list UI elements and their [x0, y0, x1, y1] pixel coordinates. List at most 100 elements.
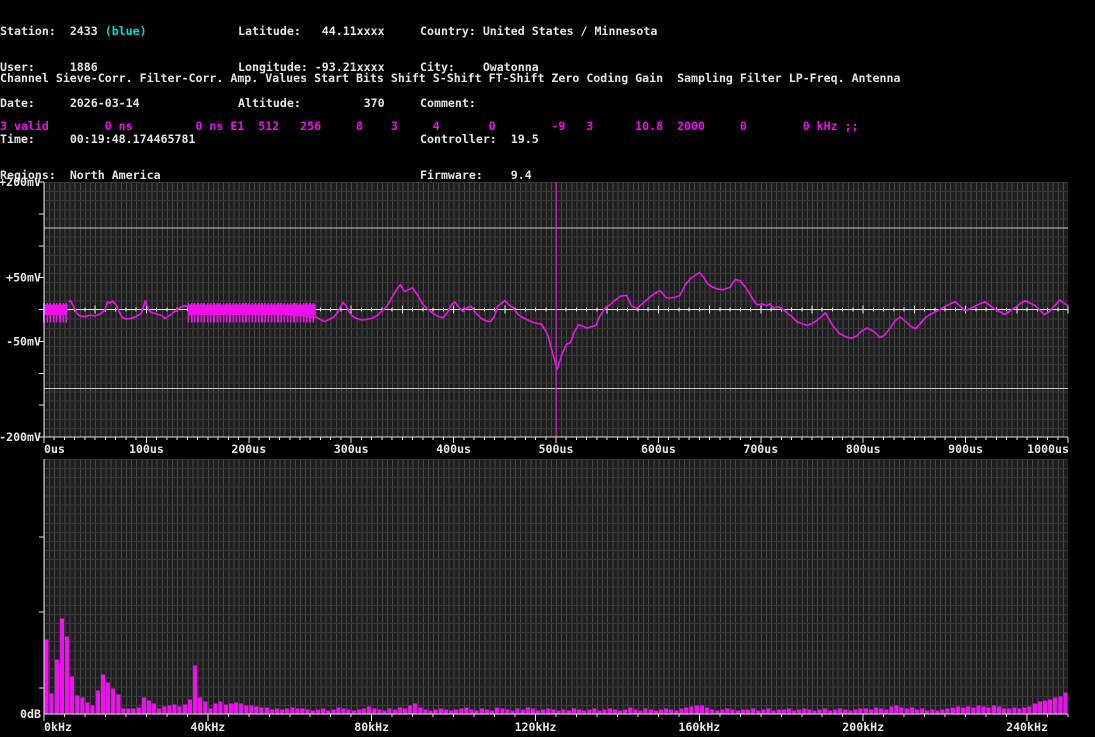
- spectrum-y-axis: 0dB: [20, 459, 45, 721]
- spectrum-bar: [853, 709, 858, 714]
- spectrum-bar: [484, 709, 489, 714]
- country-value: United States / Minnesota: [482, 24, 658, 38]
- spectrum-bar: [228, 703, 233, 714]
- spectrum-bar: [464, 707, 469, 714]
- spectrum-bar: [587, 709, 592, 714]
- spectrum-bar: [848, 710, 853, 714]
- spectrum-bar: [116, 694, 121, 714]
- spectrum-bar: [787, 708, 791, 714]
- spectrum-bar: [403, 708, 407, 714]
- spectrum-bar: [638, 710, 643, 714]
- longitude-line: Longitude: -93.21xxxx: [238, 61, 385, 73]
- firmware-label: Firmware:: [420, 168, 511, 182]
- spectrum-bar: [254, 706, 259, 714]
- spectrum-bar: [213, 703, 218, 714]
- axis-label: 1000us: [1027, 442, 1069, 456]
- spectrum-bar: [454, 709, 459, 714]
- axis-label: 200kHz: [842, 720, 884, 734]
- spectrum-bar: [152, 703, 157, 714]
- spectrum-bar: [746, 709, 751, 714]
- spectrum-bar: [310, 710, 315, 714]
- spectrum-bar: [945, 708, 950, 714]
- spectrum-bar: [269, 709, 274, 714]
- spectrum-bar: [628, 707, 633, 714]
- spectrum-bar: [659, 709, 663, 714]
- spectrum-bar: [1058, 696, 1063, 714]
- spectrum-bar: [751, 708, 756, 714]
- axis-label: 0us: [44, 442, 65, 456]
- axis-label: 900us: [948, 442, 983, 456]
- spectrum-bar: [244, 705, 249, 714]
- spectrum-bar: [935, 710, 940, 714]
- spectrum-bar: [1043, 700, 1047, 714]
- spectrum-bar: [592, 708, 597, 714]
- spectrum-bar: [500, 708, 505, 714]
- axis-label: 120kHz: [515, 720, 557, 734]
- spectrum-bar: [95, 690, 100, 714]
- spectrum-bar: [336, 707, 341, 714]
- station-info-right: Country: United States / Minnesota City:…: [420, 1, 657, 205]
- spectrum-bar: [699, 705, 704, 714]
- regions-label: Regions:: [0, 168, 70, 182]
- spectrum-bar: [259, 707, 264, 714]
- spectrum-bar: [950, 707, 955, 714]
- spectrum-bar: [331, 709, 336, 714]
- spectrum-bar: [705, 707, 710, 714]
- waveform-trace: [68, 271, 1069, 371]
- spectrum-bar: [955, 706, 960, 714]
- station-label: Station:: [0, 24, 70, 38]
- spectrum-bar: [776, 709, 781, 714]
- spectrum-bar: [356, 709, 361, 714]
- spectrum-bar: [285, 708, 290, 714]
- spectrum-bar: [187, 699, 192, 714]
- spectrum-bar: [797, 709, 802, 714]
- spectrum-bar: [490, 710, 495, 714]
- spectrum-bar: [372, 708, 377, 714]
- spectrum-bar: [1002, 708, 1007, 714]
- spectrum-bar: [85, 702, 90, 714]
- altitude-line: Altitude: 370: [238, 97, 385, 109]
- spectrum-bar: [106, 682, 111, 714]
- spectrum-bar: [571, 708, 576, 714]
- spectrum-bar: [725, 708, 730, 714]
- latitude-label: Latitude:: [238, 24, 301, 38]
- longitude-value: -93.21xxxx: [307, 60, 385, 74]
- spectrum-bar: [1027, 706, 1032, 714]
- time-line: Time: 00:19:48.174465781: [0, 133, 195, 145]
- axis-label: 0kHz: [44, 720, 72, 734]
- axis-label: 700us: [743, 442, 778, 456]
- spectrum-bar: [510, 710, 515, 714]
- spectrum-bar: [49, 693, 54, 714]
- spectrum-bar: [80, 697, 85, 714]
- spectrum-bar: [674, 710, 679, 714]
- spectrum-bar: [735, 710, 740, 714]
- spectrum-bar: [546, 708, 551, 714]
- city-line: City: Owatonna: [420, 61, 657, 73]
- spectrum-bar: [653, 710, 658, 714]
- spectrum-bar: [879, 708, 884, 714]
- channel-table-row: 3 valid 0 ns 0 ns E1 512 256 8 3 4 0 -9 …: [0, 119, 859, 133]
- station-line: Station: 2433 (blue): [0, 25, 195, 37]
- date-label: Date:: [0, 96, 70, 110]
- spectrum-bar: [1007, 708, 1012, 714]
- spectrum-bar: [730, 709, 735, 714]
- axis-label: 400us: [436, 442, 471, 456]
- spectrum-bar: [397, 707, 402, 714]
- latitude-line: Latitude: 44.11xxxx: [238, 25, 385, 37]
- country-line: Country: United States / Minnesota: [420, 25, 657, 37]
- user-line: User: 1886: [0, 61, 195, 73]
- axis-label: 800us: [846, 442, 881, 456]
- spectrum-bar: [874, 707, 879, 714]
- spectrum-bar: [781, 709, 786, 714]
- spectrum-bar: [305, 709, 310, 714]
- axis-label: 300us: [334, 442, 369, 456]
- spectrum-bar: [868, 709, 873, 714]
- spectrum-bar: [618, 710, 623, 714]
- spectrum-bar: [925, 710, 930, 714]
- spectrum-bar: [479, 708, 484, 714]
- spectrum-bar: [827, 710, 832, 714]
- spectrum-bar: [863, 708, 868, 714]
- spectrum-bar: [996, 706, 1001, 714]
